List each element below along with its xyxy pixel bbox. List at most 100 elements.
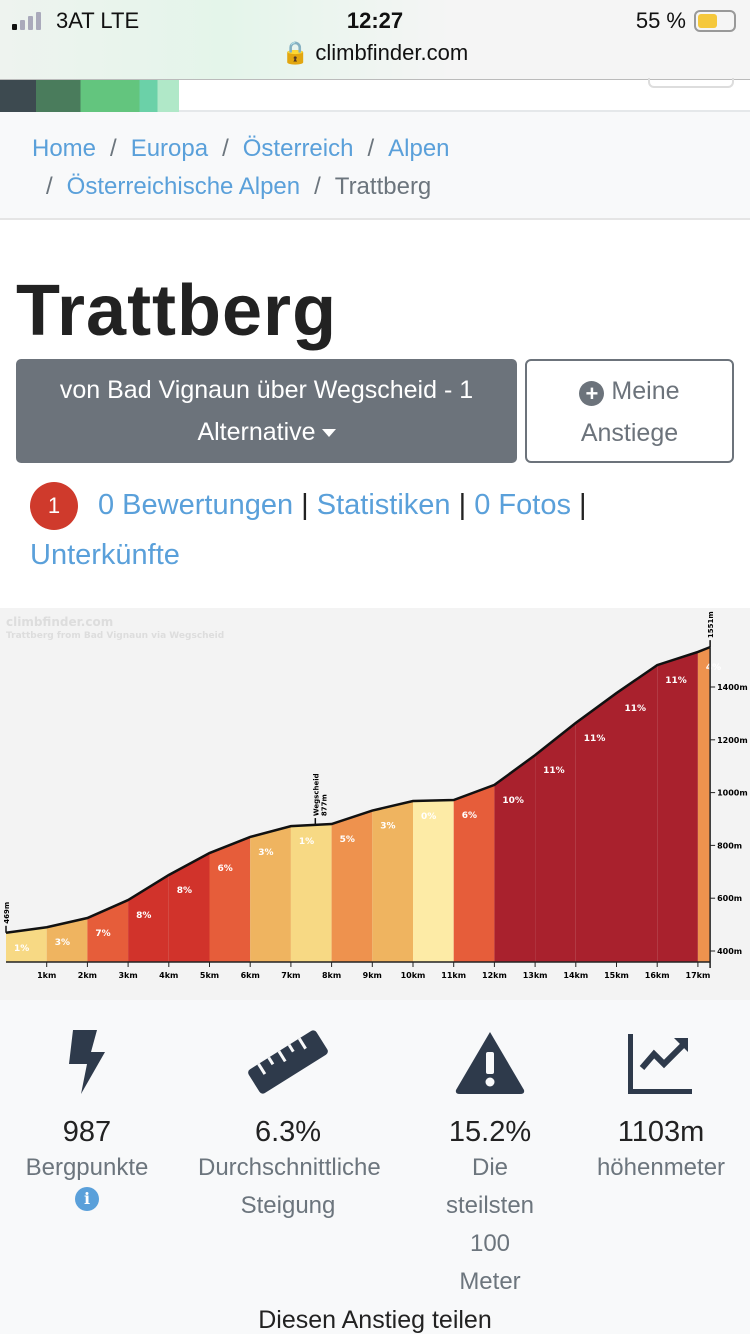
bolt-icon [69, 1030, 105, 1094]
grade-label: 0% [421, 812, 436, 822]
stat-label: Bergpunkte [25, 1154, 149, 1181]
y-tick-label: 1200m [717, 736, 748, 745]
grade-label: 3% [258, 848, 273, 858]
variant-label-1: von Bad Vignaun über Wegscheid - 1 [59, 376, 474, 404]
grade-segment [697, 647, 711, 962]
annotation-label: 469m [3, 902, 11, 924]
x-tick-label: 15km [604, 971, 629, 980]
grade-label: 6% [462, 811, 477, 821]
grade-segment [372, 801, 413, 962]
x-tick-label: 6km [241, 971, 260, 980]
stat-label: höhenmeter [596, 1154, 726, 1181]
x-tick-label: 10km [401, 971, 426, 980]
profile-line [5, 645, 711, 935]
chart-watermark: climbfinder.com [6, 615, 113, 629]
breadcrumb: Home / Europa / Österreich / Alpen / Österreich… [0, 112, 750, 220]
y-tick-label: 1000m [717, 789, 748, 798]
y-tick-label: 800m [717, 841, 742, 850]
x-tick-label: 12km [482, 971, 507, 980]
my-climbs-label-1: Meine [611, 377, 680, 405]
variant-dropdown-button[interactable]: von Bad Vignaun über Wegscheid - 1 Altern… [16, 359, 517, 463]
grade-label: 8% [136, 911, 151, 921]
grade-segment [535, 722, 576, 962]
climb-links: 1 0 Bewertungen | Statistiken | 0 Fotos |… [30, 480, 730, 580]
x-tick-label: 3km [118, 971, 137, 980]
grade-segment [209, 836, 251, 962]
x-tick-label: 14km [563, 971, 588, 980]
grade-segment [616, 665, 658, 962]
separator: | [579, 489, 587, 521]
crumb-current: Trattberg [334, 173, 432, 200]
stat-value: 1103m [617, 1116, 705, 1148]
ruler-icon [248, 1030, 328, 1094]
stat-value: 15.2% [448, 1116, 532, 1148]
status-bar: 3AT LTE 12:27 55 % 🔒 climbfinder.com [0, 0, 750, 80]
x-tick-label: 11km [441, 971, 466, 980]
grade-label: 11% [665, 676, 687, 686]
stat-average-grade: 6.3% Durchschnittliche Steigung [198, 1030, 381, 1225]
x-tick-label: 13km [523, 971, 548, 980]
photos-link[interactable]: 0 Fotos [474, 489, 571, 521]
y-tick-label: 400m [717, 947, 742, 956]
reviews-link[interactable]: 0 Bewertungen [98, 489, 294, 521]
carrier: 3AT LTE [56, 8, 140, 33]
grade-segment [128, 874, 169, 962]
share-heading: Diesen Anstieg teilen [258, 1306, 492, 1334]
grade-label: 4% [706, 663, 721, 673]
stats-link[interactable]: Statistiken [316, 489, 451, 521]
grade-label: 10% [502, 796, 524, 806]
annotation-label: 1551m [707, 611, 715, 638]
lock-icon: 🔒 [281, 40, 310, 65]
stat-mountain-points: 987 Bergpunkte i [0, 1030, 177, 1211]
clock: 12:27 [346, 8, 404, 33]
grade-segment [331, 810, 373, 962]
grade-label: 1% [14, 944, 29, 954]
chart-subtitle: Trattberg from Bad Vignaun via Wegscheid [6, 631, 224, 641]
lodging-link[interactable]: Unterkünfte [30, 539, 180, 572]
annotation-sublabel: 877m [320, 794, 328, 816]
crumb-europa[interactable]: Europa [130, 135, 209, 162]
page-title: Trattberg [16, 271, 338, 351]
crumb-oesterreichische-alpen[interactable]: Österreichische Alpen [66, 173, 301, 200]
grade-label: 3% [55, 938, 70, 948]
crumb-alpen[interactable]: Alpen [388, 135, 450, 162]
crumb-home[interactable]: Home [32, 135, 97, 162]
info-icon[interactable]: i [75, 1187, 99, 1211]
x-tick-label: 5km [200, 971, 219, 980]
battery-icon [694, 10, 736, 32]
separator: | [301, 489, 309, 521]
grade-label: 1% [299, 837, 314, 847]
grade-segment [494, 755, 536, 962]
stat-value: 6.3% [254, 1116, 322, 1148]
site-logo[interactable] [0, 80, 179, 112]
grade-segment [87, 900, 129, 962]
grade-label: 6% [218, 864, 233, 874]
grade-segment [575, 693, 617, 962]
grade-label: 3% [380, 822, 395, 832]
grade-label: 11% [625, 704, 647, 714]
navbar [0, 78, 750, 112]
grade-segment [250, 826, 291, 962]
stat-steepest: 15.2% Die steilsten 100 Meter [400, 1030, 580, 1301]
grade-segment [290, 824, 332, 962]
x-tick-label: 16km [645, 971, 670, 980]
x-tick-label: 8km [322, 971, 341, 980]
stat-label: Die steilsten 100 Meter [445, 1154, 535, 1295]
crumb-oesterreich[interactable]: Österreich [242, 135, 354, 162]
my-climbs-button[interactable]: + Meine Anstiege [525, 359, 734, 463]
grade-segment [46, 918, 88, 962]
battery-percent: 55 % [635, 8, 686, 33]
url-bar[interactable]: 🔒 climbfinder.com [0, 40, 750, 66]
y-tick-label: 1400m [717, 683, 748, 692]
y-tick-label: 600m [717, 894, 742, 903]
grade-label: 8% [177, 886, 192, 896]
grade-label: 7% [95, 929, 110, 939]
x-tick-label: 9km [363, 971, 382, 980]
x-tick-label: 2km [78, 971, 97, 980]
grade-segment [6, 927, 47, 962]
x-tick-label: 4km [159, 971, 178, 980]
grade-segment [657, 651, 698, 962]
x-tick-label: 1km [37, 971, 56, 980]
stat-value: 987 [62, 1116, 112, 1148]
menu-toggle-button[interactable] [648, 78, 734, 88]
